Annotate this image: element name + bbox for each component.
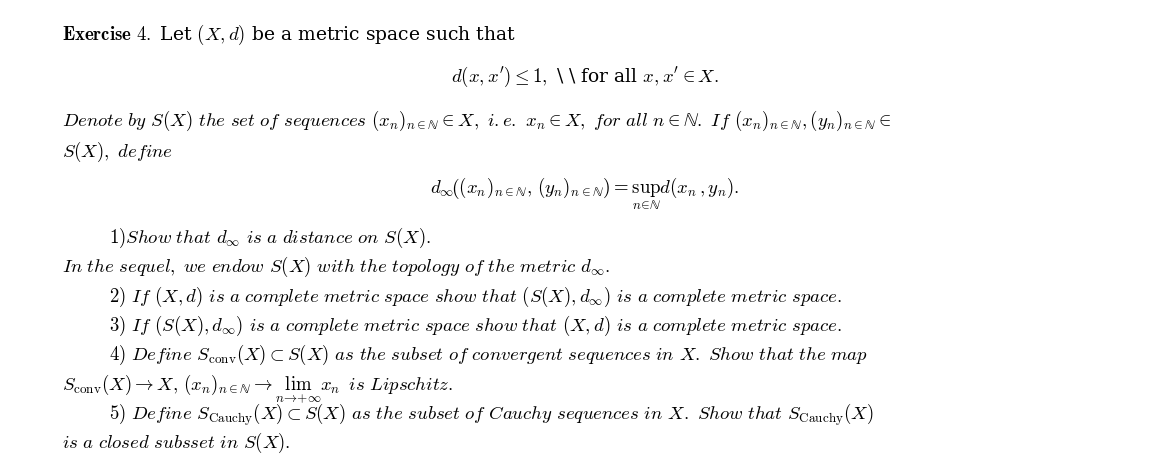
Text: $\it{4)\ Define}$ $S_{\mathrm{conv}}(X) \subset S(X)$ $\it{as\ the\ subset\ of\ : $\it{4)\ Define}$ $S_{\mathrm{conv}}(X) …	[109, 343, 867, 367]
Text: $\it{Denote\ by}$ $S(X)$ $\it{the\ set\ of\ sequences}$ $(x_n)_{n \in \mathbb{N}: $\it{Denote\ by}$ $S(X)$ $\it{the\ set\ …	[62, 109, 892, 133]
Text: $d(x, x') \leq 1,$ \ \ for all $x, x' \in X.$: $d(x, x') \leq 1,$ \ \ for all $x, x' \i…	[450, 65, 720, 89]
Text: $\it{In\ the\ sequel,\ we\ endow}$ $S(X)$ $\it{with\ the\ topology\ of\ the\ met: $\it{In\ the\ sequel,\ we\ endow}$ $S(X)…	[62, 255, 611, 279]
Text: $\it{5)\ Define}$ $S_{\mathrm{Cauchy}}(X) \subset S(X)$ $\it{as\ the\ subset\ of: $\it{5)\ Define}$ $S_{\mathrm{Cauchy}}(X…	[109, 402, 873, 428]
Text: $\it{1) Show\ that}$ $d_\infty$ $\it{is\ a\ distance\ on}$ $S(X)$$\it{.}$: $\it{1) Show\ that}$ $d_\infty$ $\it{is\…	[109, 226, 431, 250]
Text: $d_\infty\!\left((x_n)_{n \in \mathbb{N}},\, (y_n)_{n \in \mathbb{N}}\right) = \: $d_\infty\!\left((x_n)_{n \in \mathbb{N}…	[431, 176, 739, 213]
Text: $\mathbf{Exercise\ 4.}$ Let $(X, d)$ be a metric space such that: $\mathbf{Exercise\ 4.}$ Let $(X, d)$ be …	[62, 23, 516, 47]
Text: $\it{2)\ If}$ $(X, d)$ $\it{is\ a\ complete\ metric\ space\ show\ that}$ $(S(X),: $\it{2)\ If}$ $(X, d)$ $\it{is\ a\ compl…	[109, 284, 841, 309]
Text: $S(X)$$\it{,\ define}$: $S(X)$$\it{,\ define}$	[62, 140, 173, 164]
Text: $\it{is\ a\ closed\ subsset\ in}$ $S(X)$$\it{.}$: $\it{is\ a\ closed\ subsset\ in}$ $S(X)$…	[62, 431, 290, 455]
Text: $\it{3)\ If}$ $(S(X), d_\infty)$ $\it{is\ a\ complete\ metric\ space\ show\ that: $\it{3)\ If}$ $(S(X), d_\infty)$ $\it{is…	[109, 314, 841, 338]
Text: $S_{\mathrm{conv}}(X) \to X,\, (x_n)_{n \in \mathbb{N}} \to \lim_{n \to +\infty}: $S_{\mathrm{conv}}(X) \to X,\, (x_n)_{n …	[62, 372, 454, 405]
